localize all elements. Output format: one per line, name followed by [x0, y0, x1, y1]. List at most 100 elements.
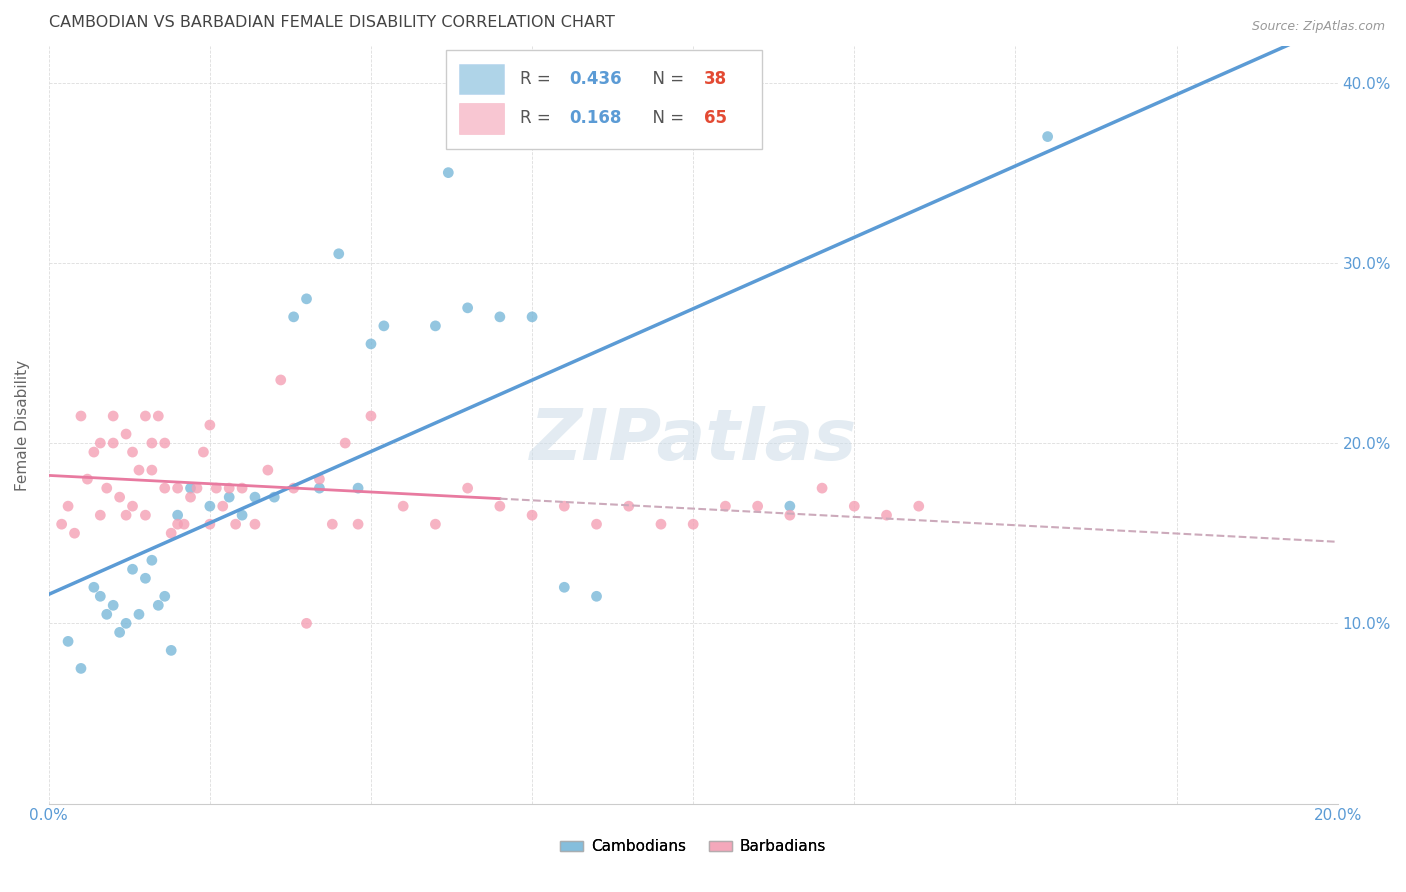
- Point: [148, 599, 170, 613]
- Point: [83, 580, 105, 594]
- Point: [128, 463, 150, 477]
- Point: [714, 499, 737, 513]
- Point: [96, 481, 118, 495]
- Point: [360, 409, 382, 423]
- Point: [198, 517, 221, 532]
- Point: [160, 643, 183, 657]
- Point: [211, 499, 233, 513]
- Point: [153, 436, 176, 450]
- Point: [103, 599, 125, 613]
- Point: [231, 481, 253, 495]
- Point: [1036, 129, 1059, 144]
- Point: [585, 589, 607, 603]
- Point: [437, 166, 460, 180]
- Text: 65: 65: [703, 110, 727, 128]
- Point: [520, 508, 543, 523]
- Point: [141, 463, 163, 477]
- Point: [520, 310, 543, 324]
- Point: [225, 517, 247, 532]
- Point: [115, 427, 138, 442]
- Point: [553, 499, 575, 513]
- Y-axis label: Female Disability: Female Disability: [15, 359, 30, 491]
- Point: [141, 436, 163, 450]
- Point: [128, 607, 150, 622]
- Point: [63, 526, 86, 541]
- Point: [89, 436, 111, 450]
- Text: R =: R =: [520, 110, 557, 128]
- Text: Source: ZipAtlas.com: Source: ZipAtlas.com: [1251, 20, 1385, 33]
- Point: [115, 508, 138, 523]
- Text: 0.436: 0.436: [569, 70, 621, 88]
- Text: CAMBODIAN VS BARBADIAN FEMALE DISABILITY CORRELATION CHART: CAMBODIAN VS BARBADIAN FEMALE DISABILITY…: [49, 15, 614, 30]
- Text: R =: R =: [520, 70, 557, 88]
- Point: [166, 481, 188, 495]
- Point: [141, 553, 163, 567]
- FancyBboxPatch shape: [458, 64, 503, 95]
- Point: [103, 436, 125, 450]
- Point: [153, 589, 176, 603]
- Point: [70, 409, 93, 423]
- Point: [617, 499, 640, 513]
- Point: [263, 490, 285, 504]
- Text: 0.168: 0.168: [569, 110, 621, 128]
- Point: [134, 409, 156, 423]
- Point: [373, 318, 395, 333]
- Point: [295, 616, 318, 631]
- Text: N =: N =: [641, 70, 689, 88]
- Point: [56, 634, 79, 648]
- Point: [283, 481, 305, 495]
- Point: [328, 246, 350, 260]
- Point: [89, 508, 111, 523]
- Point: [779, 499, 801, 513]
- Point: [103, 409, 125, 423]
- Point: [96, 607, 118, 622]
- Point: [231, 508, 253, 523]
- Point: [308, 472, 330, 486]
- Point: [347, 481, 370, 495]
- Point: [295, 292, 318, 306]
- Point: [243, 517, 266, 532]
- Point: [243, 490, 266, 504]
- FancyBboxPatch shape: [446, 50, 762, 149]
- Point: [489, 499, 512, 513]
- Point: [907, 499, 929, 513]
- Point: [166, 508, 188, 523]
- FancyBboxPatch shape: [458, 103, 503, 134]
- Point: [205, 481, 228, 495]
- Point: [779, 508, 801, 523]
- Point: [553, 580, 575, 594]
- Point: [844, 499, 866, 513]
- Point: [83, 445, 105, 459]
- Text: 38: 38: [703, 70, 727, 88]
- Point: [134, 571, 156, 585]
- Point: [347, 517, 370, 532]
- Point: [218, 481, 240, 495]
- Point: [198, 499, 221, 513]
- Point: [56, 499, 79, 513]
- Point: [89, 589, 111, 603]
- Point: [425, 318, 447, 333]
- Point: [811, 481, 834, 495]
- Point: [166, 517, 188, 532]
- Point: [160, 526, 183, 541]
- Point: [650, 517, 672, 532]
- Point: [321, 517, 343, 532]
- Point: [186, 481, 208, 495]
- Point: [51, 517, 73, 532]
- Point: [198, 417, 221, 432]
- Point: [134, 508, 156, 523]
- Point: [121, 499, 143, 513]
- Point: [180, 481, 202, 495]
- Point: [360, 337, 382, 351]
- Point: [121, 445, 143, 459]
- Point: [173, 517, 195, 532]
- Point: [148, 409, 170, 423]
- Point: [335, 436, 357, 450]
- Point: [392, 499, 415, 513]
- Point: [180, 490, 202, 504]
- Point: [121, 562, 143, 576]
- Point: [70, 661, 93, 675]
- Point: [425, 517, 447, 532]
- Point: [257, 463, 280, 477]
- Point: [108, 490, 131, 504]
